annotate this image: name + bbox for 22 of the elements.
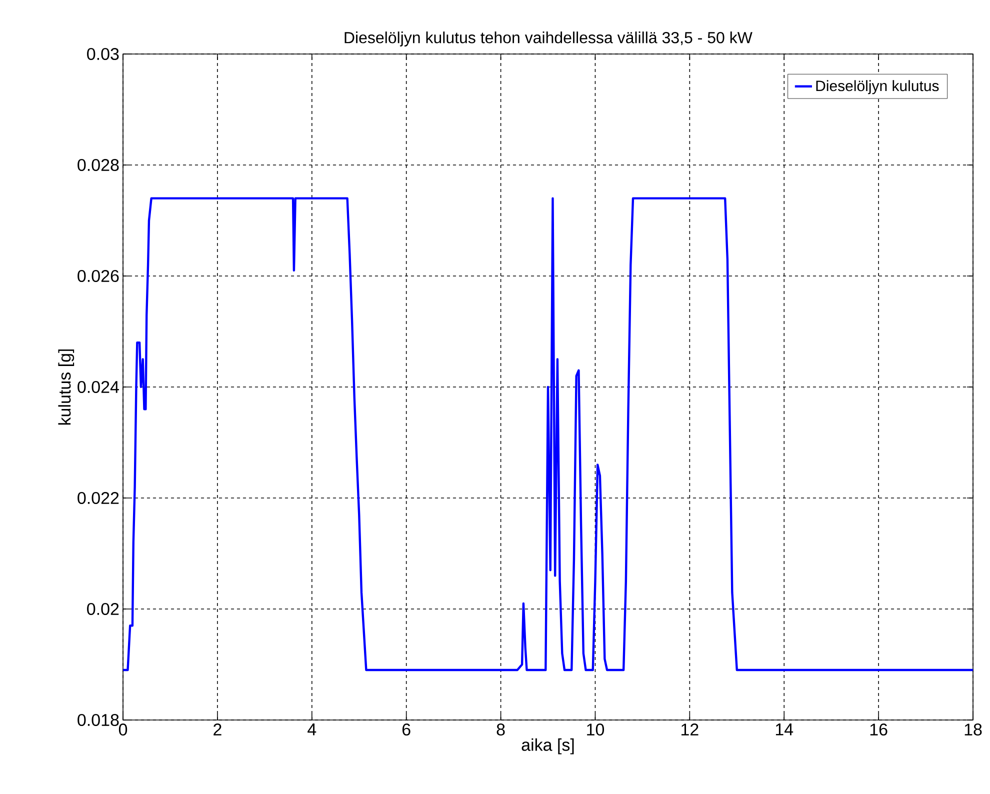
y-tick-label: 0.02 xyxy=(87,602,119,616)
chart-title: Dieselöljyn kulutus tehon vaihdellessa välillä 33,5 - 50 kW xyxy=(344,32,752,46)
y-tick-label: 0.028 xyxy=(78,158,119,172)
x-tick-label: 6 xyxy=(402,724,410,736)
legend-label: Dieselöljyn kulutus xyxy=(816,80,939,94)
x-tick-label: 4 xyxy=(308,724,316,736)
x-tick-label: 14 xyxy=(776,724,794,736)
x-tick-label: 10 xyxy=(587,724,604,736)
y-tick-label: 0.03 xyxy=(87,48,119,60)
y-tick-label: 0.018 xyxy=(78,714,119,726)
x-tick-label: 12 xyxy=(682,724,698,736)
x-tick-label: 16 xyxy=(870,724,888,736)
line-series xyxy=(123,197,974,672)
x-tick-label: 8 xyxy=(496,724,505,736)
y-tick-label: 0.026 xyxy=(78,270,119,282)
x-tick-label: 0 xyxy=(118,724,128,736)
x-tick-label: 2 xyxy=(214,724,222,736)
y-tick-label: 0.024 xyxy=(78,380,119,394)
x-axis-title: aika [s] xyxy=(522,738,574,754)
y-axis-title: kulutus [g] xyxy=(58,349,74,425)
x-tick-label: 18 xyxy=(964,724,982,736)
y-tick-label: 0.022 xyxy=(78,492,119,504)
